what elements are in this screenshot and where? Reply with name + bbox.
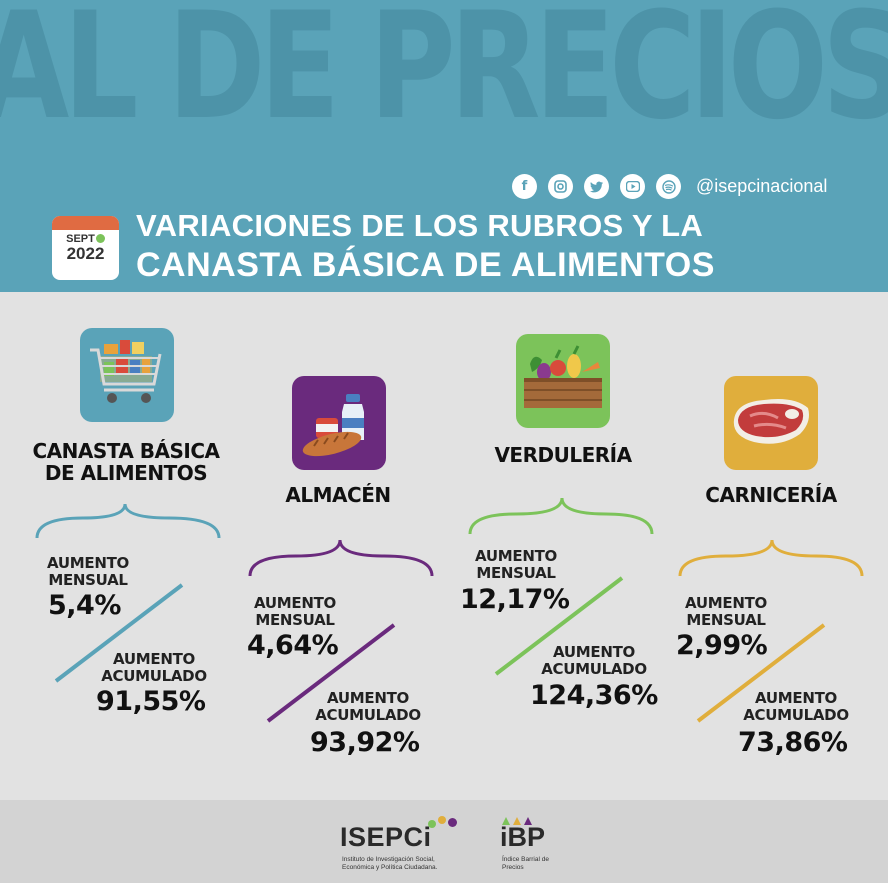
calendar-year: 2022 (66, 244, 105, 263)
logo-dot-icon (428, 820, 436, 828)
youtube-icon[interactable] (620, 174, 645, 199)
category-title-verduleria: VERDULERÍA (494, 443, 632, 467)
monthly-value-carniceria: 2,99% (676, 630, 768, 661)
ibp-subtitle: Índice Barrial de Precios (502, 856, 549, 871)
ibp-logo: iBP (500, 822, 546, 852)
accumulated-label-carniceria: AUMENTO ACUMULADO (743, 689, 849, 724)
accumulated-label-canasta: AUMENTO ACUMULADO (101, 650, 207, 685)
brace-verduleria (468, 497, 654, 535)
brace-canasta (35, 503, 221, 539)
accumulated-label-almacen: AUMENTO ACUMULADO (315, 689, 421, 724)
meat-steak-icon (724, 376, 818, 470)
category-title-carniceria: CARNICERÍA (705, 483, 837, 507)
category-title-canasta: CANASTA BÁSICA DE ALIMENTOS (32, 439, 220, 485)
monthly-value-canasta: 5,4% (48, 590, 121, 621)
page-title-line2: CANASTA BÁSICA DE ALIMENTOS (136, 246, 715, 284)
social-links: f @isepcinacional (512, 174, 827, 199)
grocery-icon (292, 376, 386, 470)
category-title-almacen: ALMACÉN (285, 483, 391, 507)
background-watermark-text: AL DE PRECIOS (0, 0, 888, 152)
diagonal-line-verduleria (494, 576, 624, 676)
vegetables-crate-icon (516, 334, 610, 428)
accumulated-value-canasta: 91,55% (96, 686, 206, 717)
header-banner: AL DE PRECIOS f @isepcinacional SEPT 202… (0, 0, 888, 292)
brace-almacen (248, 539, 434, 577)
footer: ISEPCi Instituto de Investigación Social… (0, 800, 888, 883)
diagonal-line-almacen (266, 623, 396, 723)
diagonal-line-carniceria (696, 623, 826, 723)
accumulated-value-verduleria: 124,36% (530, 680, 658, 711)
monthly-value-almacen: 4,64% (247, 630, 339, 661)
spotify-icon[interactable] (656, 174, 681, 199)
instagram-icon[interactable] (548, 174, 573, 199)
shopping-cart-icon (80, 328, 174, 422)
isepci-logo: ISEPCi (340, 822, 432, 852)
monthly-label-verduleria: AUMENTO MENSUAL (475, 547, 557, 582)
monthly-label-canasta: AUMENTO MENSUAL (47, 554, 129, 589)
diagonal-line-canasta (54, 583, 184, 683)
calendar-icon: SEPT 2022 (52, 216, 119, 280)
accumulated-label-verduleria: AUMENTO ACUMULADO (541, 643, 647, 678)
brace-carniceria (678, 539, 864, 577)
logo-dot-icon (438, 816, 446, 824)
calendar-month: SEPT (66, 233, 95, 245)
monthly-label-carniceria: AUMENTO MENSUAL (685, 594, 767, 629)
ibp-triangles-icon (502, 817, 532, 825)
logo-dot-icon (448, 818, 457, 827)
monthly-label-almacen: AUMENTO MENSUAL (254, 594, 336, 629)
facebook-icon[interactable]: f (512, 174, 537, 199)
accumulated-value-carniceria: 73,86% (738, 727, 848, 758)
isepci-subtitle: Instituto de Investigación Social, Econó… (342, 856, 438, 871)
social-handle[interactable]: @isepcinacional (696, 176, 828, 196)
page-title-line1: VARIACIONES DE LOS RUBROS Y LA (136, 208, 704, 243)
accumulated-value-almacen: 93,92% (310, 727, 420, 758)
monthly-value-verduleria: 12,17% (460, 584, 570, 615)
twitter-icon[interactable] (584, 174, 609, 199)
check-badge-icon (95, 234, 105, 243)
